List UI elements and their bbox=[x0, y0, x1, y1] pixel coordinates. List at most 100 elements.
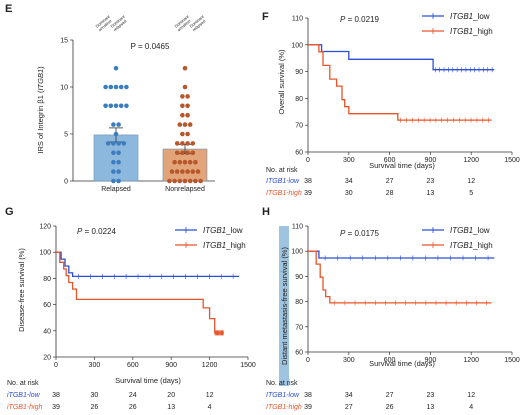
km-risk-value: 26 bbox=[129, 404, 137, 411]
km-legend-label: ITGB1_high bbox=[450, 27, 493, 36]
km-series-line bbox=[308, 44, 495, 71]
km-risk-value: 13 bbox=[427, 404, 435, 411]
km-x-tick-label: 0 bbox=[306, 357, 310, 364]
km-x-tick-label: 1200 bbox=[463, 157, 479, 164]
panel-e: E IRS of Integrin β1 (ITGB1) P = 0.0465 … bbox=[5, 3, 215, 193]
e-dot bbox=[169, 169, 175, 174]
km-risk-value: 30 bbox=[345, 190, 353, 197]
e-dot bbox=[116, 178, 121, 184]
panel-label-f: F bbox=[262, 11, 269, 23]
km-risk-row-label: iTGB1-high bbox=[7, 404, 43, 411]
e-top-label: Dominantrelapsed bbox=[109, 13, 129, 32]
km-y-tick-label: 100 bbox=[39, 250, 51, 257]
km-x-tick-label: 900 bbox=[425, 357, 437, 364]
km-x-tick-label: 300 bbox=[89, 362, 101, 369]
e-dot bbox=[180, 169, 185, 174]
panel-label-h: H bbox=[262, 206, 270, 218]
e-dot bbox=[172, 159, 177, 165]
e-dot bbox=[187, 178, 193, 184]
km-series-line bbox=[308, 44, 492, 121]
panel-h-ylabel: Distant metastasis-free survival (%) bbox=[280, 247, 289, 365]
e-dot bbox=[116, 141, 121, 146]
e-dot bbox=[103, 84, 108, 90]
e-y-tick-label: 0 bbox=[64, 179, 68, 186]
km-y-tick-label: 110 bbox=[292, 224, 303, 231]
km-y-tick-label: 70 bbox=[295, 123, 303, 130]
km-risk-value: 39 bbox=[304, 404, 312, 411]
panel-e-category-labels: Relapsed Nonrelapsed bbox=[101, 186, 205, 193]
e-dot bbox=[111, 169, 116, 174]
km-y-tick-label: 80 bbox=[43, 276, 51, 283]
km-x-tick-label: 300 bbox=[343, 357, 355, 364]
km-legend-label: ITGB1_low bbox=[450, 226, 490, 235]
km-risk-value: 26 bbox=[91, 404, 99, 411]
km-risk-value: 13 bbox=[427, 190, 435, 197]
panel-h: H Distant metastasis-free survival (%) P… bbox=[262, 206, 520, 411]
e-dot bbox=[182, 178, 188, 184]
panel-label-g: G bbox=[5, 206, 14, 218]
km-legend-label: ITGB1_low bbox=[203, 226, 243, 235]
e-dot bbox=[116, 150, 121, 156]
km-y-tick-label: 80 bbox=[295, 96, 303, 103]
e-dot bbox=[190, 169, 196, 174]
km-risk-value: 27 bbox=[386, 178, 394, 185]
km-risk-row-label: ITGB1-low bbox=[266, 392, 300, 399]
panel-g-p-value: P = 0.0224 bbox=[77, 227, 116, 236]
panel-h-legend: ITGB1_low ITGB1_high bbox=[422, 226, 493, 250]
e-dot bbox=[187, 159, 193, 165]
e-dot bbox=[116, 169, 121, 174]
km-risk-value: 4 bbox=[469, 404, 473, 411]
panel-g-xlabel: Survival time (days) bbox=[115, 376, 181, 385]
km-risk-value: 4 bbox=[208, 404, 212, 411]
panel-h-p-value: P = 0.0175 bbox=[340, 229, 379, 238]
panel-e-bars bbox=[93, 127, 208, 182]
km-y-tick-label: 80 bbox=[295, 299, 303, 306]
e-dot bbox=[182, 122, 188, 127]
km-x-tick-label: 600 bbox=[127, 362, 139, 369]
km-risk-row-label: iTGB1-low bbox=[7, 392, 41, 399]
km-risk-value: 13 bbox=[167, 404, 175, 411]
e-dot bbox=[185, 112, 190, 118]
e-dot bbox=[103, 103, 108, 109]
e-dot bbox=[190, 141, 196, 146]
e-dot bbox=[182, 159, 188, 165]
e-dot bbox=[180, 103, 185, 109]
e-dot bbox=[167, 178, 172, 184]
km-legend-label: ITGB1_high bbox=[203, 241, 246, 250]
e-y-tick-label: 15 bbox=[60, 38, 68, 45]
e-dot bbox=[116, 159, 121, 165]
e-dot bbox=[113, 65, 119, 71]
panel-f-risk-table: No. at risk ITGB1-low 38 34 27 23 12 ITGB1-high… bbox=[266, 167, 475, 197]
km-risk-row-label: ITGB1-high bbox=[266, 190, 302, 197]
e-dot bbox=[177, 178, 183, 184]
panel-g-risk-table: No. at risk iTGB1-low 38 30 24 20 12 iTGB1-high… bbox=[7, 380, 214, 411]
e-dot bbox=[185, 103, 190, 109]
km-x-tick-label: 1500 bbox=[240, 362, 256, 369]
km-risk-value: 20 bbox=[167, 392, 175, 399]
panel-e-ylabel: IRS of Integrin β1 (ITGB1) bbox=[36, 66, 45, 154]
panel-f: F Overall survival (%) P = 0.0219 60 70 80… bbox=[262, 11, 520, 197]
km-y-tick-label: 90 bbox=[295, 274, 303, 281]
e-dot bbox=[187, 122, 193, 127]
km-y-tick-label: 60 bbox=[43, 302, 51, 309]
e-dot bbox=[190, 150, 196, 156]
panel-label-e: E bbox=[5, 3, 12, 15]
km-risk-title: No. at risk bbox=[266, 167, 298, 174]
km-x-tick-label: 1500 bbox=[504, 157, 520, 164]
panel-g-ylabel: Disease-free survival (%) bbox=[17, 248, 26, 332]
km-risk-value: 28 bbox=[386, 190, 394, 197]
km-y-tick-label: 120 bbox=[39, 224, 51, 231]
km-risk-value: 26 bbox=[386, 404, 394, 411]
panel-f-legend: ITGB1_low ITGB1_high bbox=[422, 12, 493, 36]
panel-h-xlabel: Survival time (days) bbox=[369, 359, 435, 368]
e-y-tick-label: 10 bbox=[60, 85, 68, 92]
km-x-tick-label: 600 bbox=[384, 357, 396, 364]
e-dot bbox=[185, 141, 190, 146]
e-dot bbox=[174, 141, 180, 146]
e-dot bbox=[108, 103, 114, 109]
km-risk-value: 30 bbox=[91, 392, 99, 399]
km-x-tick-label: 900 bbox=[165, 362, 177, 369]
e-dot bbox=[174, 150, 180, 156]
km-series-line bbox=[56, 251, 224, 334]
